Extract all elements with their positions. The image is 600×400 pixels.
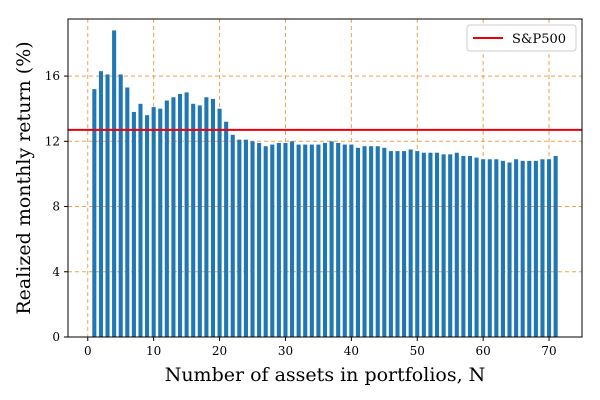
bar [177, 94, 183, 337]
x-tick-label: 10 [146, 344, 161, 358]
bar [164, 100, 169, 338]
bar [257, 142, 262, 337]
x-tick-label: 50 [410, 344, 425, 358]
bar [217, 108, 222, 337]
bar [145, 115, 150, 337]
bar [283, 142, 288, 337]
x-tick-label: 70 [541, 344, 556, 358]
x-tick-label: 30 [278, 344, 293, 358]
bar [329, 141, 334, 337]
bar [184, 92, 189, 337]
bar [362, 146, 367, 337]
bar [349, 144, 354, 337]
bar [402, 151, 407, 337]
bar [375, 146, 380, 337]
bar [303, 144, 308, 337]
bar [388, 151, 393, 337]
bar [369, 146, 374, 337]
bar [224, 121, 229, 337]
bar [355, 147, 360, 337]
bar [553, 155, 558, 337]
bar [434, 152, 440, 337]
bar [131, 111, 136, 337]
bar-series [92, 30, 558, 338]
bar [527, 160, 532, 337]
bar [520, 160, 525, 337]
bar [342, 144, 347, 337]
bar [322, 142, 328, 337]
bar [290, 141, 295, 337]
bar [125, 87, 130, 337]
bar [243, 139, 248, 337]
x-tick-label: 60 [476, 344, 491, 358]
bar [415, 151, 420, 337]
bar [428, 152, 433, 337]
bar [547, 159, 552, 337]
bar [382, 147, 387, 337]
bar [441, 154, 446, 337]
bar [112, 30, 117, 338]
y-tick-label: 0 [52, 330, 60, 344]
x-axis-ticks: 0 10 20 30 40 50 60 70 [84, 337, 557, 358]
bar [408, 149, 413, 337]
bar [237, 139, 242, 337]
y-tick-label: 16 [45, 69, 60, 83]
bar [494, 159, 499, 337]
bar [92, 89, 97, 337]
bar [197, 105, 202, 337]
legend: S&P500 [466, 24, 577, 52]
bar [118, 74, 123, 337]
bar [316, 144, 321, 337]
bar [250, 141, 255, 337]
bar [467, 155, 473, 337]
bar [171, 97, 176, 338]
bar [461, 155, 466, 337]
bar [487, 159, 492, 337]
legend-label-sp500: S&P500 [512, 32, 566, 47]
bar [336, 142, 341, 337]
y-axis-ticks: 0 4 8 12 16 [45, 69, 68, 344]
x-axis-label: Number of assets in portfolios, N [165, 364, 486, 386]
bar [296, 144, 301, 337]
bar [448, 154, 453, 337]
bar [500, 160, 505, 337]
bar [514, 159, 519, 337]
bar [105, 74, 110, 337]
bar [540, 159, 545, 337]
bar [507, 162, 512, 337]
bar [309, 144, 314, 337]
bar [98, 71, 103, 337]
y-tick-label: 8 [52, 200, 60, 214]
bar [210, 98, 216, 338]
y-tick-label: 12 [45, 134, 60, 148]
y-axis-label: Realized monthly return (%) [13, 41, 35, 314]
bar [158, 108, 163, 337]
bar [151, 107, 156, 337]
bar [263, 146, 268, 337]
x-tick-label: 40 [344, 344, 359, 358]
bar [481, 159, 486, 337]
bar [138, 103, 143, 337]
bar [270, 144, 275, 337]
x-tick-label: 20 [212, 344, 227, 358]
bar [230, 134, 235, 337]
bar [421, 152, 426, 337]
bar [474, 157, 479, 337]
bar [191, 103, 196, 337]
plot-frame [67, 18, 583, 338]
y-tick-label: 4 [52, 265, 60, 279]
legend-box [466, 24, 577, 52]
bar [395, 151, 400, 337]
bar [533, 160, 538, 337]
bar [204, 97, 209, 338]
bar [276, 142, 281, 337]
x-tick-label: 0 [84, 344, 92, 358]
bar [454, 152, 459, 337]
